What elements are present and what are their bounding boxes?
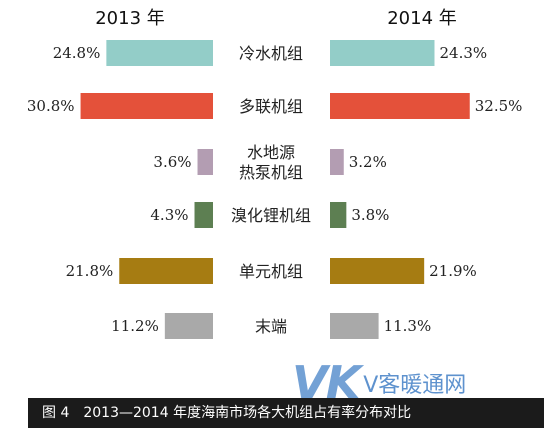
data-label-2013-3: 3.6% xyxy=(153,153,191,171)
center-band xyxy=(210,36,332,382)
data-label-2014-5: 21.9% xyxy=(429,262,477,280)
data-label-2013-6: 11.2% xyxy=(111,317,159,335)
bar-2014-6 xyxy=(330,313,379,339)
bar-2014-4 xyxy=(330,202,347,228)
category-label-1: 冷水机组 xyxy=(239,44,303,63)
bar-2013-6 xyxy=(164,313,213,339)
category-label-6: 末端 xyxy=(255,317,287,336)
category-label-4: 溴化锂机组 xyxy=(231,206,311,225)
data-label-2013-5: 21.8% xyxy=(66,262,114,280)
data-label-2014-6: 11.3% xyxy=(384,317,432,335)
bar-2014-3 xyxy=(330,149,344,175)
category-label-3-line-1: 水地源 xyxy=(247,143,295,162)
bar-2014-1 xyxy=(330,40,435,66)
data-label-2014-4: 3.8% xyxy=(351,206,389,224)
series-name-2013: 2013 年 xyxy=(95,8,165,29)
data-label-2013-4: 4.3% xyxy=(150,206,188,224)
category-label-3-line-2: 热泵机组 xyxy=(239,163,303,182)
data-label-2014-1: 24.3% xyxy=(439,44,487,62)
data-label-2013-2: 30.8% xyxy=(27,97,75,115)
data-label-2014-2: 32.5% xyxy=(475,97,523,115)
bar-2013-3 xyxy=(197,149,213,175)
data-label-2014-3: 3.2% xyxy=(349,153,387,171)
category-label-5: 单元机组 xyxy=(239,262,303,281)
watermark-text: V客暖通网 xyxy=(363,373,467,398)
bar-2013-4 xyxy=(194,202,213,228)
data-label-2013-1: 24.8% xyxy=(53,44,101,62)
bar-2013-2 xyxy=(80,93,213,119)
series-name-2014: 2014 年 xyxy=(387,8,457,29)
bar-2013-5 xyxy=(119,258,213,284)
category-label-2: 多联机组 xyxy=(239,97,303,116)
figure-caption: 图 4 2013—2014 年度海南市场各大机组占有率分布对比 xyxy=(28,398,544,428)
bar-2014-5 xyxy=(330,258,425,284)
bar-2014-2 xyxy=(330,93,470,119)
bar-2013-1 xyxy=(106,40,213,66)
